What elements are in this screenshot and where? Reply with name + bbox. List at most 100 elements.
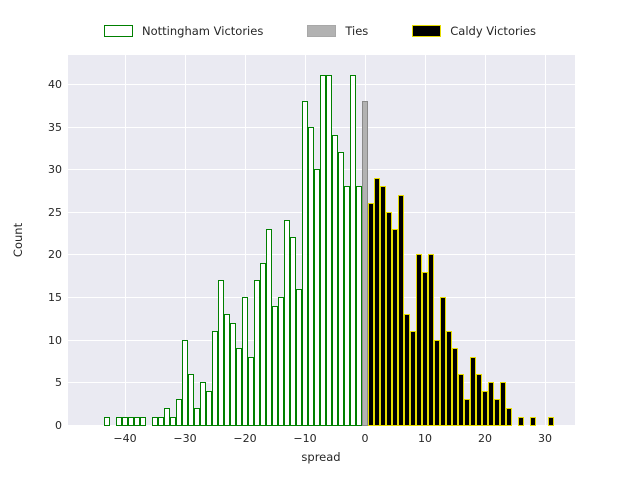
histogram-bar <box>236 348 242 426</box>
histogram-bar <box>476 373 482 426</box>
histogram-bar <box>428 254 434 426</box>
x-axis-label: spread <box>301 450 341 464</box>
histogram-bar <box>434 339 440 426</box>
histogram-bar <box>182 339 188 426</box>
histogram-bar <box>452 348 458 426</box>
nottingham-swatch-icon <box>104 25 134 37</box>
x-tick-label: 20 <box>478 432 492 445</box>
histogram-bar <box>134 416 140 426</box>
histogram-bar <box>356 186 362 426</box>
histogram-bar <box>242 297 248 426</box>
histogram-bar <box>494 399 500 426</box>
histogram-bar <box>128 416 134 426</box>
legend-item-caldy: Caldy Victories <box>412 24 536 38</box>
legend-item-ties: Ties <box>307 24 368 38</box>
histogram-bar <box>404 314 410 426</box>
gridline-vertical <box>485 55 486 426</box>
histogram-bar <box>254 280 260 426</box>
histogram-bar <box>116 416 122 426</box>
histogram-bar <box>308 126 314 426</box>
y-tick-label: 25 <box>48 205 62 219</box>
histogram-bar <box>122 416 128 426</box>
histogram-bar <box>482 390 488 426</box>
histogram-bar <box>296 288 302 426</box>
histogram-bar <box>290 237 296 426</box>
histogram-bar <box>260 262 266 426</box>
histogram-bar <box>440 297 446 426</box>
histogram-bar <box>488 382 494 426</box>
histogram-bar <box>224 314 230 426</box>
y-tick-label: 40 <box>48 77 62 91</box>
gridline-vertical <box>245 55 246 426</box>
histogram-bar <box>176 399 182 426</box>
histogram-bar <box>458 373 464 426</box>
histogram-bar <box>194 407 200 426</box>
histogram-bar <box>350 75 356 426</box>
y-tick-label: 30 <box>48 163 62 177</box>
histogram-bar <box>338 152 344 426</box>
y-tick-label: 0 <box>55 419 62 432</box>
histogram-bar <box>506 407 512 426</box>
histogram-bar <box>386 211 392 426</box>
x-tick-label: 10 <box>418 432 432 445</box>
plot-area <box>68 55 575 426</box>
histogram-bar <box>398 194 404 426</box>
histogram-bar <box>446 331 452 426</box>
histogram-bar <box>332 135 338 426</box>
histogram-bar <box>230 322 236 426</box>
x-tick-label: −10 <box>293 432 317 445</box>
ties-swatch-icon <box>307 25 337 37</box>
histogram-bar <box>368 203 374 426</box>
histogram-bar <box>284 220 290 426</box>
histogram-bar <box>470 356 476 426</box>
histogram-bar <box>200 382 206 426</box>
histogram-bar <box>326 75 332 426</box>
histogram-bar <box>140 416 146 426</box>
histogram-bar <box>422 271 428 426</box>
legend-label: Ties <box>345 24 369 38</box>
histogram-bar <box>530 416 536 426</box>
histogram-bar <box>374 177 380 426</box>
histogram-bar <box>320 75 326 426</box>
histogram-bar <box>104 416 110 426</box>
histogram-bar <box>302 100 308 426</box>
histogram-bar <box>416 254 422 426</box>
gridline-vertical <box>425 55 426 426</box>
x-tick-label: 0 <box>361 432 369 445</box>
histogram-bar <box>314 169 320 426</box>
histogram-bar <box>362 100 368 426</box>
histogram-bar <box>518 416 524 426</box>
y-axis-label: Count <box>11 222 25 258</box>
histogram-bar <box>212 331 218 426</box>
histogram-bar <box>206 390 212 426</box>
histogram-bar <box>500 382 506 426</box>
x-tick-label: −30 <box>173 432 197 445</box>
y-tick-label: 35 <box>48 120 62 134</box>
x-tick-label: −40 <box>113 432 137 445</box>
y-tick-label: 20 <box>48 248 62 262</box>
histogram-bar <box>410 331 416 426</box>
x-tick-label: 30 <box>538 432 552 445</box>
histogram-bar <box>164 407 170 426</box>
histogram-bar <box>278 297 284 426</box>
histogram-bar <box>344 186 350 426</box>
y-tick-label: 10 <box>48 333 62 347</box>
histogram-bar <box>248 356 254 426</box>
caldy-swatch-icon <box>412 25 442 37</box>
histogram-bar <box>266 228 272 426</box>
histogram-bar <box>152 416 158 426</box>
gridline-vertical <box>545 55 546 426</box>
histogram-bar <box>548 416 554 426</box>
histogram-bar <box>464 399 470 426</box>
y-tick-label: 5 <box>55 376 62 390</box>
legend: Nottingham Victories Ties Caldy Victorie… <box>0 18 640 44</box>
y-tick-label: 15 <box>48 291 62 305</box>
legend-label: Caldy Victories <box>450 24 536 38</box>
histogram-bar <box>272 305 278 426</box>
histogram-bar <box>392 228 398 426</box>
histogram-bar <box>158 416 164 426</box>
histogram-bar <box>380 186 386 426</box>
legend-label: Nottingham Victories <box>142 24 264 38</box>
x-tick-label: −20 <box>233 432 257 445</box>
